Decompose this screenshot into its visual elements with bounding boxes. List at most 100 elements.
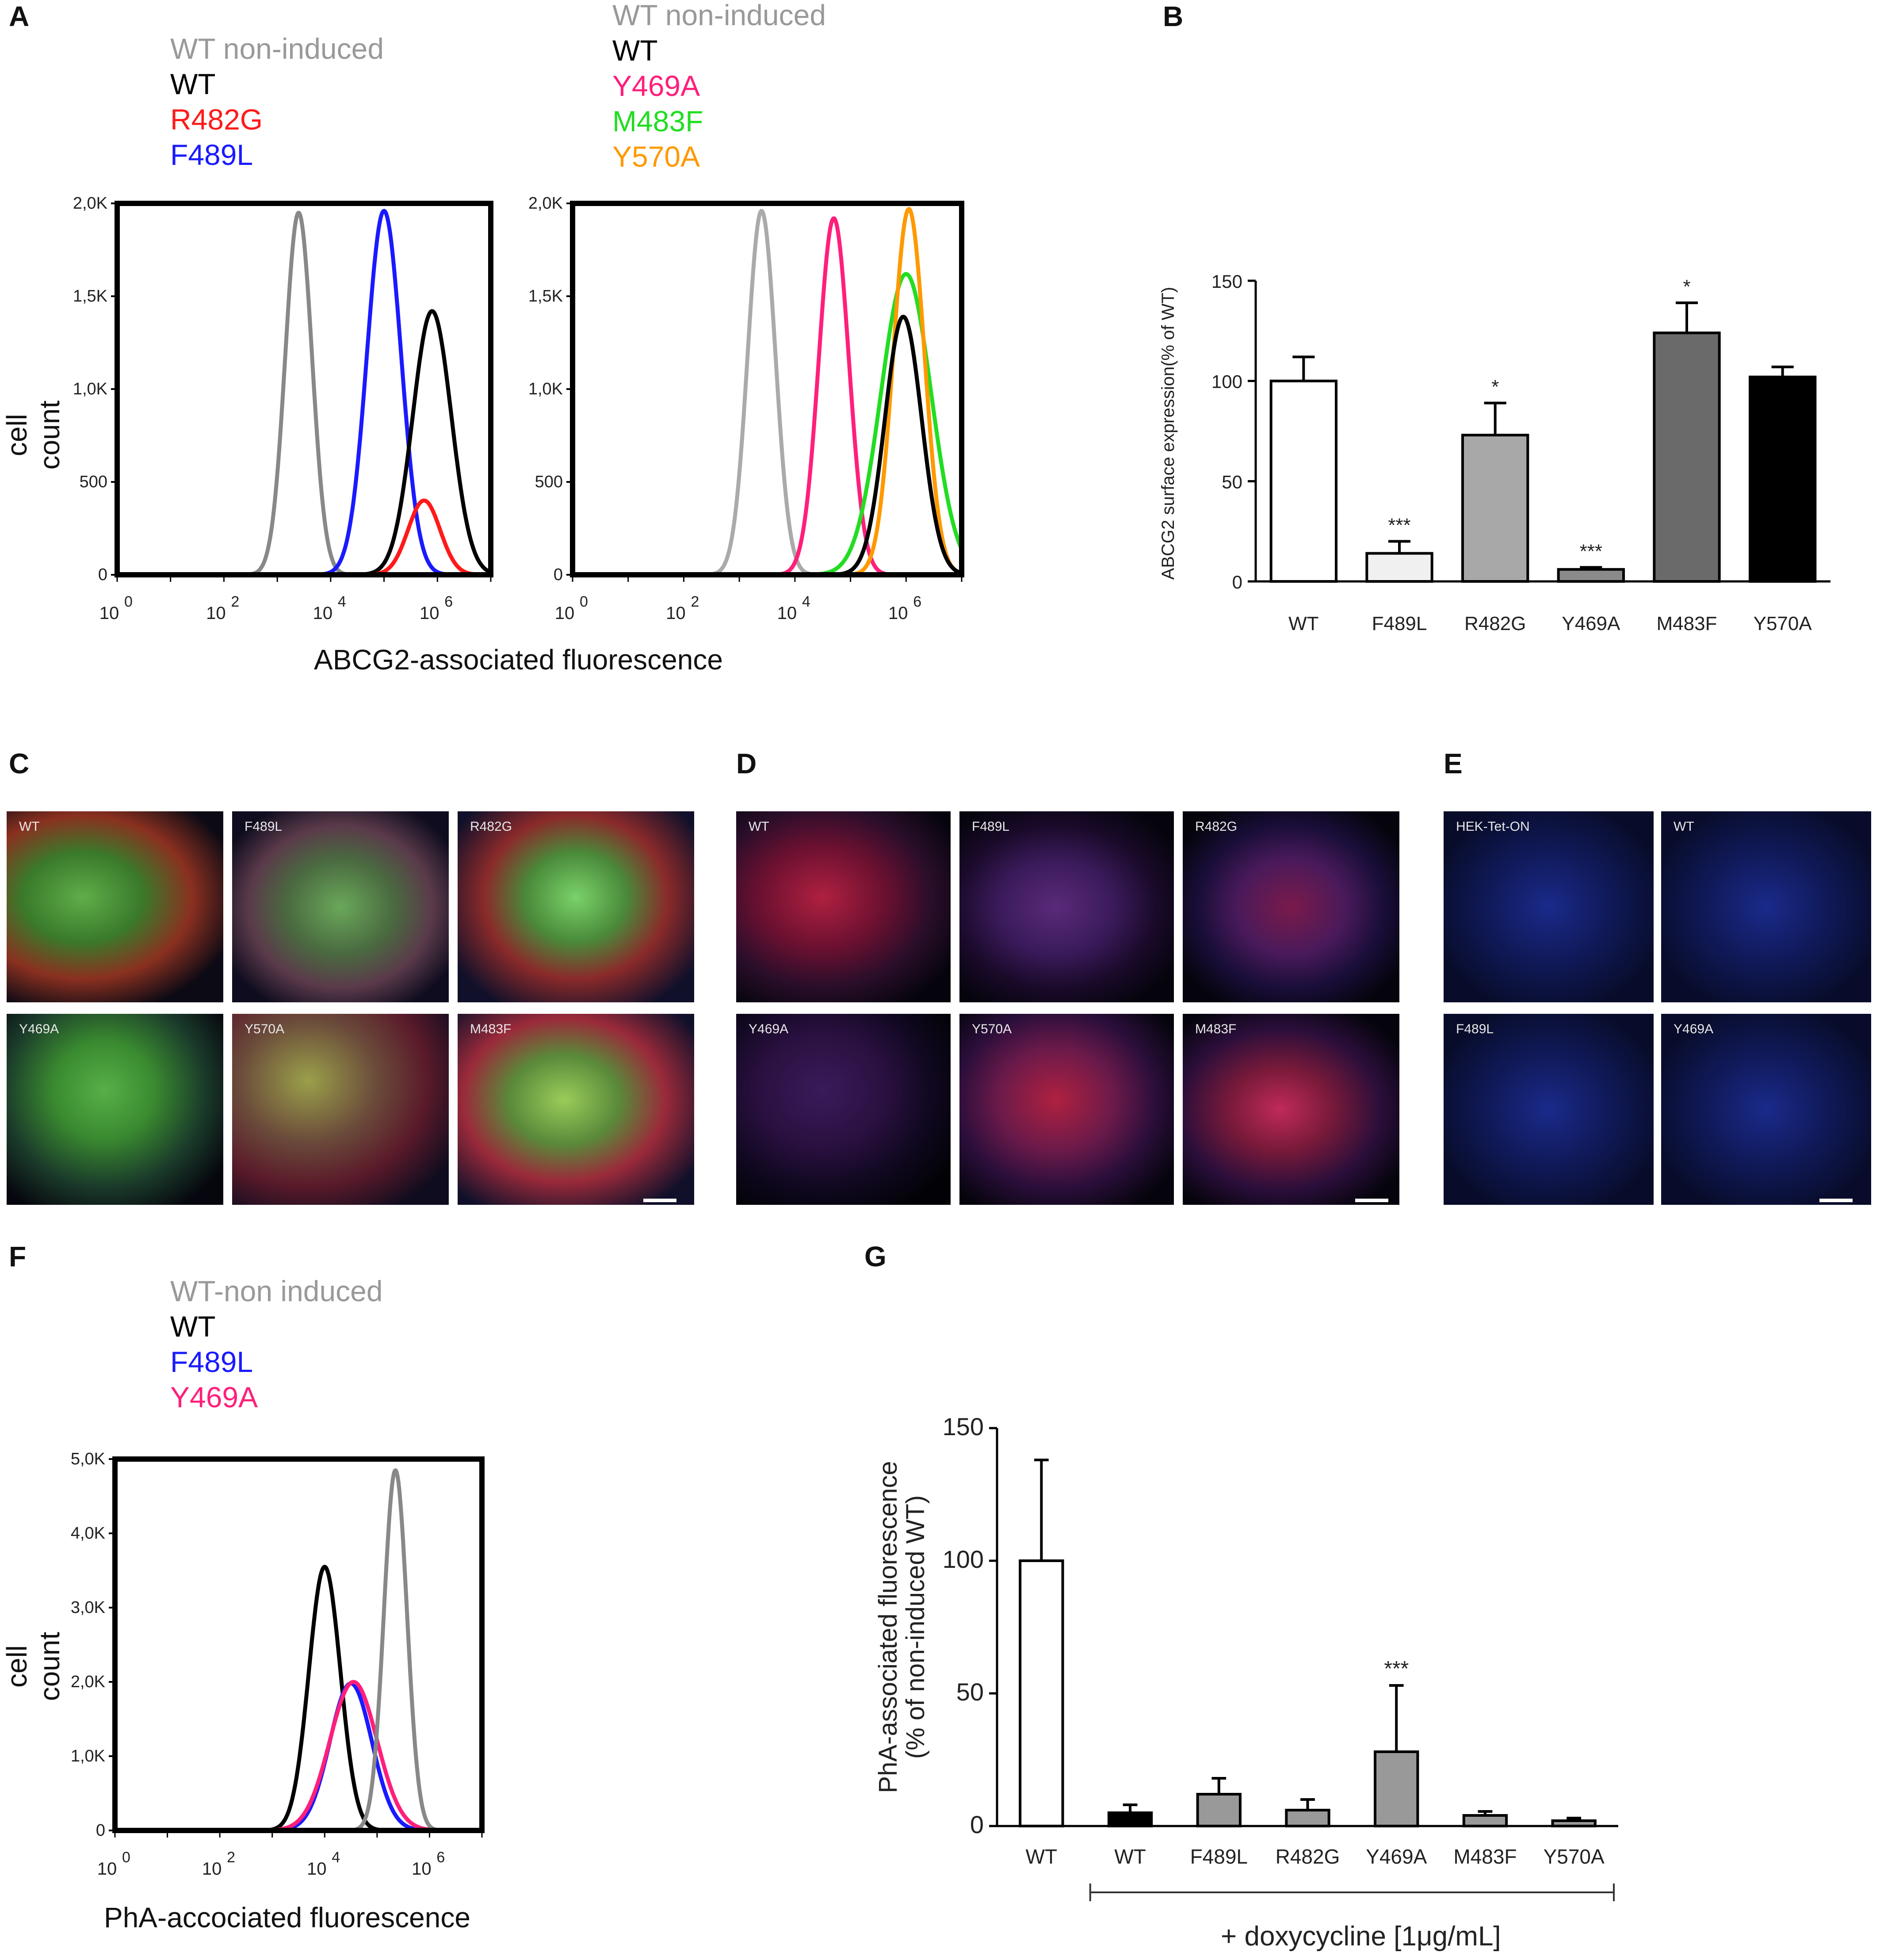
micrograph: Y469A: [7, 1014, 223, 1205]
y-tick-label: 0: [98, 565, 107, 584]
category-label: Y469A: [1562, 613, 1620, 634]
significance-label: *: [1491, 376, 1499, 398]
category-label: R482G: [1464, 613, 1526, 634]
y-tick-label: 1,5K: [73, 287, 107, 306]
micrograph-label: HEK-Tet-ON: [1456, 819, 1530, 834]
legend-item: WT-non induced: [170, 1275, 383, 1307]
micrograph-label: Y469A: [19, 1022, 59, 1036]
category-label: WT: [1288, 613, 1318, 634]
legend-f: WT-non induced WT F489L Y469A: [170, 1273, 383, 1415]
histogram-curve: [114, 1565, 483, 1833]
category-label: F489L: [1372, 613, 1427, 634]
scale-bar: [643, 1199, 676, 1202]
micrograph: WT: [736, 811, 951, 1002]
plot-frame: [570, 201, 964, 577]
bar: [1461, 434, 1529, 583]
legend-item: WT non-induced: [170, 32, 384, 65]
f-xlabel: PhA-accociated fluorescence: [104, 1902, 470, 1933]
legend-item: WT: [170, 68, 216, 100]
category-label: F489L: [1190, 1845, 1248, 1868]
x-tick-exponent: 0: [124, 593, 133, 610]
y-tick-label: 0: [554, 565, 563, 584]
group-label: + doxycycline [1μg/mL]: [1221, 1921, 1501, 1952]
bar: [1269, 379, 1337, 583]
x-tick-group: 10 2: [202, 1849, 235, 1879]
legend-a-right: WT non-induced WT Y469A M483F Y570A: [612, 0, 826, 174]
micrograph-label: M483F: [470, 1022, 512, 1036]
x-tick-exponent: 0: [580, 593, 588, 610]
plot-frame: [115, 201, 493, 577]
histogram-curve: [571, 207, 963, 577]
y-tick-label: 0: [1232, 572, 1242, 592]
category-label: Y469A: [1366, 1845, 1427, 1868]
legend-item: WT: [612, 34, 658, 67]
y-tick-label: 150: [1211, 271, 1242, 292]
legend-item: WT non-induced: [612, 0, 826, 31]
micrograph-label: Y469A: [749, 1022, 789, 1036]
category-label: M483F: [1453, 1845, 1517, 1868]
x-tick-group: 10 4: [307, 1849, 340, 1879]
micrograph-grid-d: WT F489L R482G Y469A Y570A M483F: [736, 811, 1399, 1205]
micrograph-label: Y469A: [1674, 1022, 1714, 1036]
bar: [1653, 331, 1721, 583]
y-axis-label: (% of non-induced WT): [901, 1495, 930, 1759]
x-tick-label: 10: [97, 1859, 117, 1879]
x-tick-label: 10: [202, 1859, 222, 1879]
x-tick-group: 10 4: [777, 593, 810, 623]
x-tick-label: 10: [412, 1859, 432, 1879]
y-tick-label: 1,0K: [73, 380, 107, 398]
y-tick-label: 50: [956, 1678, 984, 1706]
micrograph-label: F489L: [245, 819, 283, 834]
y-tick-label: 100: [943, 1545, 984, 1573]
micrograph: R482G: [1183, 811, 1399, 1002]
x-tick-group: 10 0: [97, 1849, 130, 1879]
y-tick-label: 1,5K: [528, 287, 563, 306]
micrograph: Y570A: [232, 1014, 449, 1205]
bar: [1749, 375, 1817, 583]
y-tick-label: 500: [535, 473, 563, 491]
legend-item: R482G: [170, 103, 263, 136]
micrograph: WT: [7, 811, 223, 1002]
y-axis-label: PhA-associated fluorescence: [874, 1461, 902, 1793]
y-tick-label: 150: [943, 1413, 984, 1440]
category-label: WT: [1114, 1845, 1146, 1868]
histogram-a-right: 0 500 1,0K 1,5K 2,0K 10 0 10 2 10 4 10 6: [528, 195, 964, 623]
legend-item: Y469A: [612, 69, 700, 102]
x-tick-exponent: 2: [691, 593, 699, 610]
x-tick-group: 106: [412, 1849, 445, 1879]
micrograph-label: R482G: [1195, 819, 1238, 834]
x-tick-label: 10: [313, 604, 333, 623]
bar: [1196, 1793, 1242, 1827]
panel-label-d: D: [736, 748, 757, 779]
category-label: R482G: [1276, 1845, 1340, 1868]
x-tick-exponent: 4: [332, 1849, 340, 1866]
micrograph: F489L: [232, 811, 449, 1002]
x-tick-label: 10: [555, 604, 575, 623]
micrograph: F489L: [959, 811, 1174, 1002]
x-tick-exponent: 6: [913, 593, 921, 610]
y-tick-label: 5,0K: [71, 1450, 105, 1468]
micrograph-label: M483F: [1195, 1022, 1237, 1036]
category-label: WT: [1026, 1845, 1058, 1868]
bar: [1019, 1559, 1064, 1827]
bar: [1551, 1819, 1597, 1827]
category-label: M483F: [1657, 613, 1717, 634]
scale-bar: [1819, 1199, 1853, 1202]
histogram-curve: [571, 272, 964, 577]
x-tick-label: 10: [206, 604, 226, 623]
micrograph: M483F: [1183, 1014, 1399, 1205]
y-tick-label: 100: [1211, 371, 1242, 392]
significance-label: ***: [1384, 1657, 1409, 1681]
bar: [1374, 1750, 1419, 1827]
micrograph: Y570A: [959, 1014, 1174, 1205]
x-tick-group: 10 0: [99, 593, 133, 623]
histogram-curve: [571, 314, 963, 577]
bar: [1462, 1814, 1508, 1827]
x-tick-exponent: 6: [444, 593, 453, 610]
y-tick-label: 2,0K: [528, 195, 563, 213]
panel-label-e: E: [1444, 748, 1463, 779]
category-label: Y570A: [1754, 613, 1812, 634]
x-tick-exponent: 6: [436, 1849, 445, 1866]
x-tick-label: 10: [777, 604, 797, 623]
